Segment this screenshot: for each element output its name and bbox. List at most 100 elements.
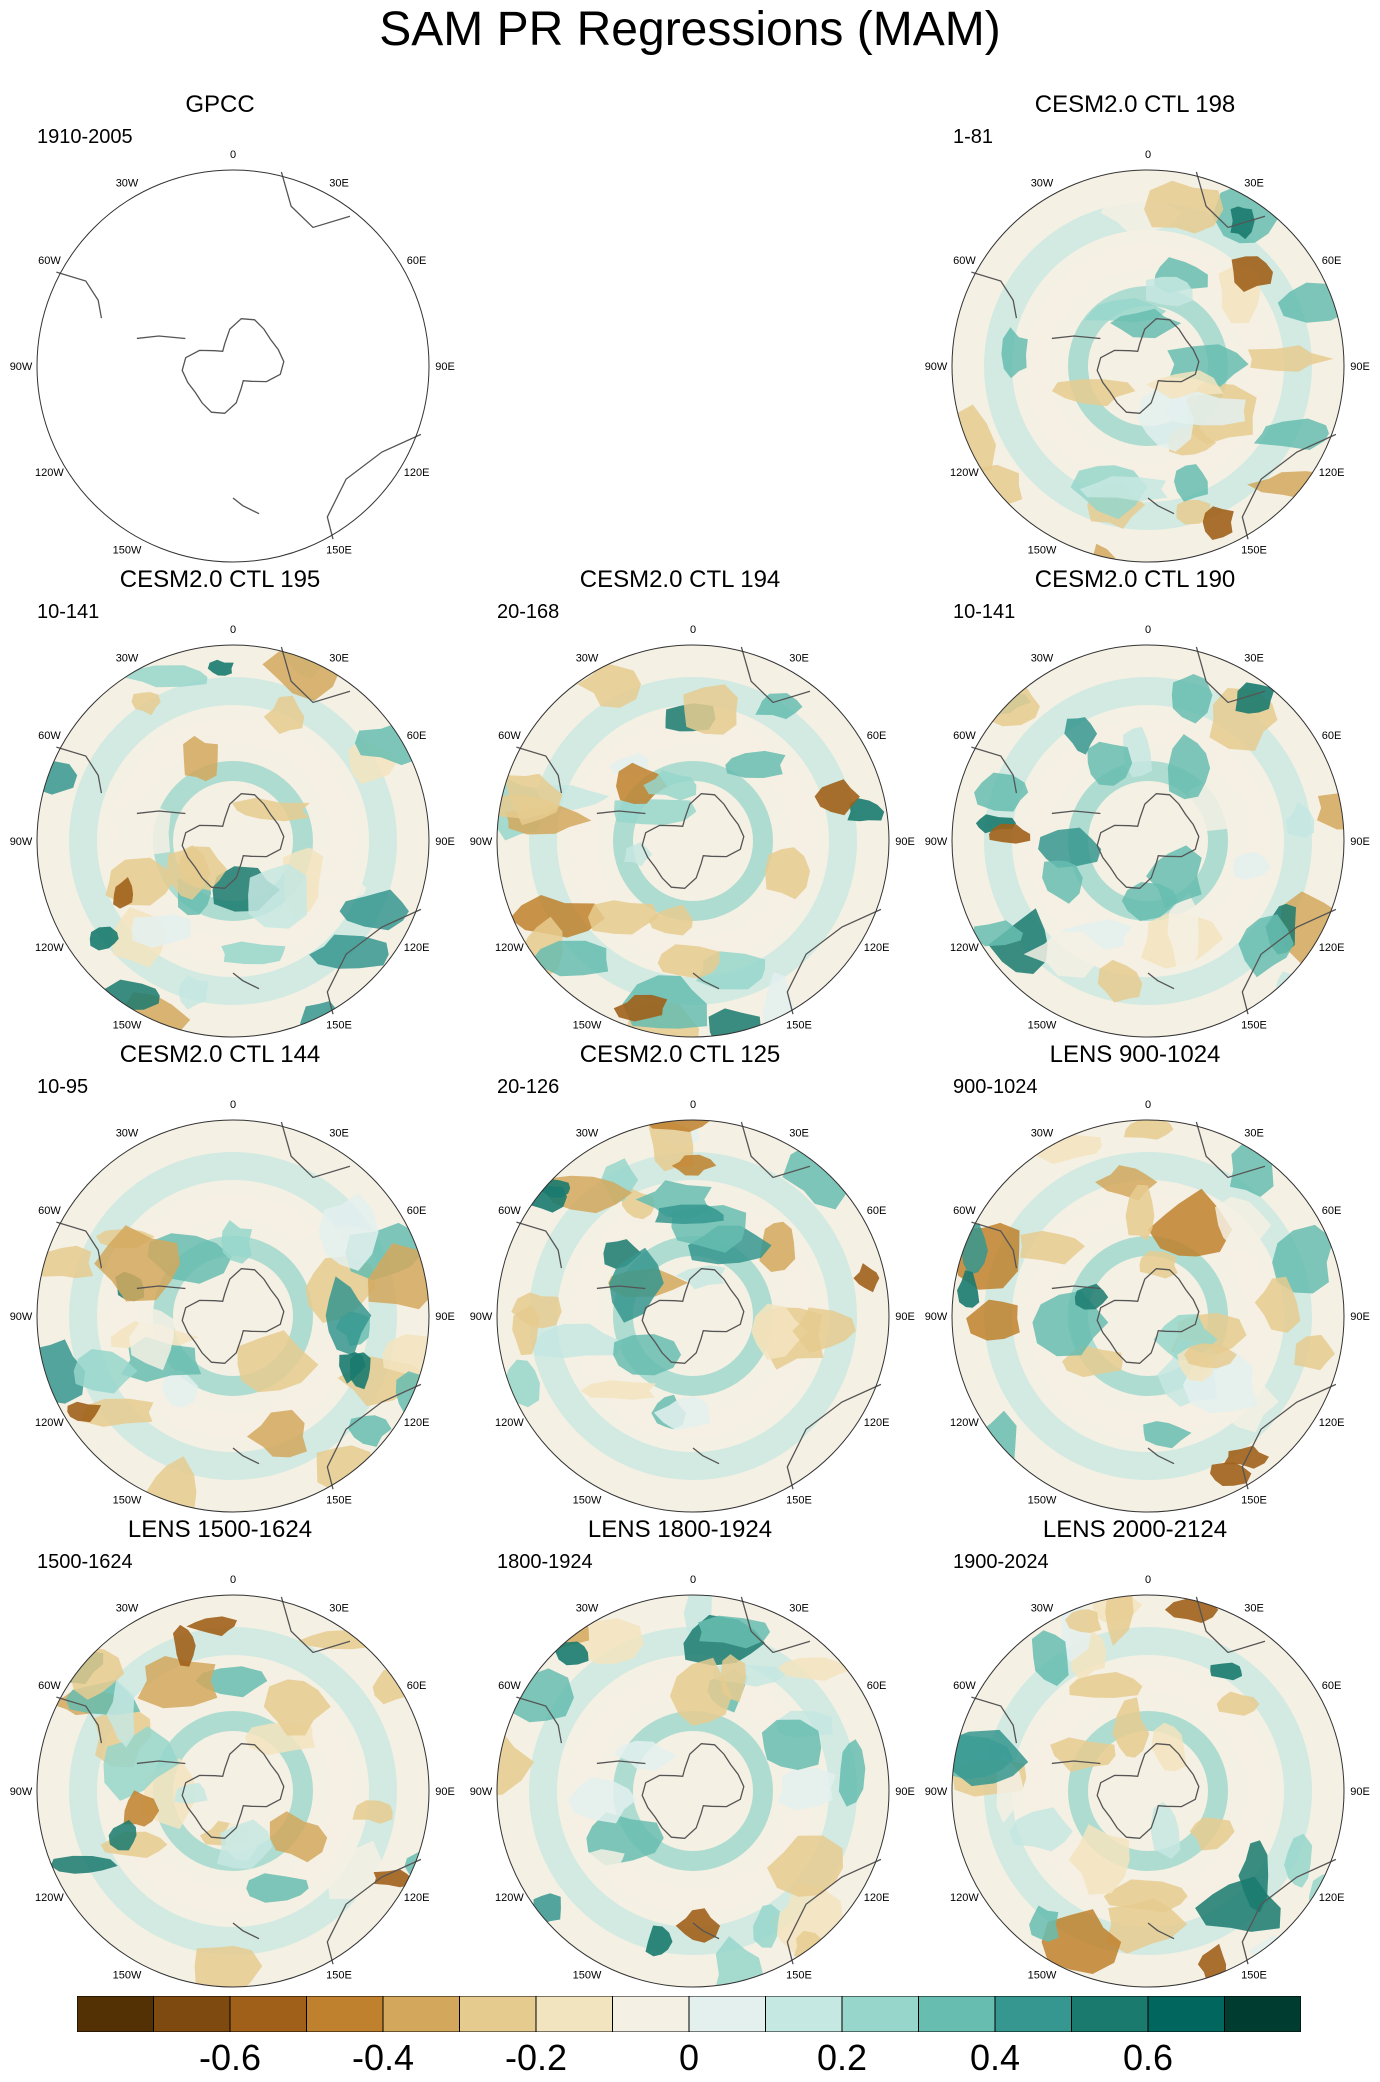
longitude-label: 120E (404, 942, 430, 954)
panel-period: 1900-2024 (953, 1551, 1049, 1573)
longitude-label: 120W (35, 467, 64, 479)
longitude-label: 150W (113, 545, 142, 557)
longitude-label: 90E (1350, 361, 1370, 373)
longitude-label: 60W (953, 1205, 976, 1217)
map-boundary (36, 1594, 430, 1988)
longitude-label: 90E (895, 1311, 915, 1323)
longitude-label: 30E (789, 652, 809, 664)
coastlines (56, 646, 422, 1015)
longitude-label: 90W (10, 1311, 33, 1323)
panel-title: CESM2.0 CTL 190 (1034, 566, 1236, 593)
regression-field (503, 1120, 880, 1480)
polar-map: 030E60E90E120E150E180150W120W90W60W30W (925, 624, 1370, 1038)
colorbar-tick-label: -0.2 (504, 2037, 568, 2078)
longitude-label: 30E (329, 652, 349, 664)
colorbar-tick-label: -0.4 (351, 2037, 415, 2078)
map-boundary (951, 1594, 1345, 1988)
longitude-label: 60W (953, 255, 976, 267)
longitude-label: 90E (435, 1311, 455, 1323)
longitude-label: 150W (1028, 1020, 1057, 1032)
longitude-label: 60W (498, 1680, 521, 1692)
map-panel: CESM2.0 CTL 195 10-141 0 30E 60E 90E 120E 150E 1… (0, 565, 455, 1040)
longitude-label: 150E (326, 1020, 352, 1032)
polar-map: 030E60E90E120E150E180150W120W90W60W30W (925, 1099, 1370, 1513)
colorbar-tick-label: 0.4 (969, 2037, 1021, 2078)
longitude-label: 90W (925, 361, 948, 373)
colorbar-box (382, 1996, 460, 2032)
polar-map: 030E60E90E120E150E180150W120W90W60W30W (10, 149, 455, 563)
longitude-label: 150E (1241, 1970, 1267, 1982)
longitude-label: 60W (498, 730, 521, 742)
colorbar-box (612, 1996, 690, 2032)
longitude-label: 0 (690, 1099, 696, 1111)
panel-period: 1910-2005 (37, 126, 133, 148)
panel-period: 10-141 (37, 601, 100, 623)
coastlines (56, 171, 422, 540)
longitude-label: 90E (895, 836, 915, 848)
map-panel: LENS 1800-1924 1800-1924 0 30E 60E 90E 120E 150… (460, 1515, 915, 1990)
panel-period: 10-95 (37, 1076, 89, 1098)
longitude-label: 60E (407, 255, 427, 267)
longitude-label: 30E (1244, 1127, 1264, 1139)
longitude-label: 60E (407, 1205, 427, 1217)
longitude-label: 60W (38, 255, 61, 267)
map-panel: LENS 2000-2124 1900-2024 0 30E 60E 90E 120E 150… (915, 1515, 1370, 1990)
colorbar-tick-label: 0.2 (816, 2037, 868, 2078)
longitude-label: 90E (1350, 1311, 1370, 1323)
coastlines (56, 1596, 422, 1965)
coastlines (516, 646, 882, 1015)
longitude-label: 120W (35, 942, 64, 954)
panel-period: 20-168 (497, 601, 560, 623)
longitude-label: 60E (407, 1680, 427, 1692)
longitude-label: 90W (10, 361, 33, 373)
colorbar-box (1224, 1996, 1301, 2032)
longitude-label: 30W (1031, 1602, 1054, 1614)
longitude-label: 90E (1350, 836, 1370, 848)
longitude-label: 30E (329, 177, 349, 189)
longitude-label: 60W (38, 1680, 61, 1692)
longitude-label: 30E (1244, 652, 1264, 664)
map-panel: LENS 900-1024 900-1024 0 30E 60E 90E 120E 150E 1… (915, 1040, 1370, 1515)
longitude-label: 150W (1028, 1495, 1057, 1507)
map-boundary (36, 644, 430, 1038)
polar-map: 030E60E90E120E150E180150W120W90W60W30W (470, 1099, 915, 1513)
longitude-label: 90W (10, 836, 33, 848)
longitude-label: 30W (576, 1127, 599, 1139)
longitude-label: 120E (1319, 467, 1345, 479)
longitude-label: 0 (230, 624, 236, 636)
panel-period: 20-126 (497, 1076, 560, 1098)
longitude-label: 90E (895, 1786, 915, 1798)
longitude-label: 150E (786, 1970, 812, 1982)
polar-map: 030E60E90E120E150E180150W120W90W60W30W (10, 624, 455, 1038)
polar-map: 030E60E90E120E150E180150W120W90W60W30W (470, 624, 915, 1038)
panel-period: 900-1024 (953, 1076, 1038, 1098)
longitude-label: 60W (38, 730, 61, 742)
panel-title: CESM2.0 CTL 198 (1034, 91, 1236, 118)
panel-title: CESM2.0 CTL 195 (119, 566, 321, 593)
longitude-label: 120E (1319, 1417, 1345, 1429)
longitude-label: 0 (230, 149, 236, 161)
longitude-label: 30E (1244, 1602, 1264, 1614)
map-panel: CESM2.0 CTL 14410-95030E60E90E120E150E18… (0, 1040, 455, 1515)
longitude-label: 120W (950, 467, 979, 479)
colorbar-box (918, 1996, 996, 2032)
colorbar-box (535, 1996, 613, 2032)
colorbar-box (306, 1996, 384, 2032)
longitude-label: 120E (864, 942, 890, 954)
colorbar-box (1071, 1996, 1149, 2032)
coastlines (56, 1121, 422, 1490)
longitude-label: 120W (495, 1892, 524, 1904)
longitude-label: 0 (690, 624, 696, 636)
longitude-label: 0 (1145, 149, 1151, 161)
longitude-label: 90W (925, 1786, 948, 1798)
colorbar (77, 1996, 1301, 2032)
main-title: SAM PR Regressions (MAM) (379, 3, 1001, 56)
longitude-label: 90W (470, 1311, 493, 1323)
regression-field (952, 180, 1344, 562)
longitude-label: 0 (230, 1574, 236, 1586)
regression-field (952, 1595, 1344, 1985)
longitude-label: 150E (1241, 545, 1267, 557)
coastlines (971, 1121, 1337, 1490)
longitude-label: 90E (1350, 1786, 1370, 1798)
polar-map: 030E60E90E120E150E180150W120W90W60W30W (470, 1574, 915, 1988)
